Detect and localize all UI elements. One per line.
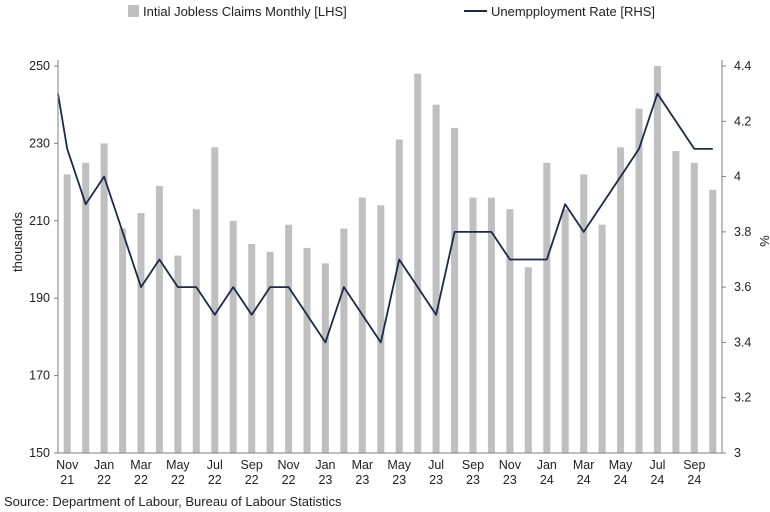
x-tick-label-year: 22 (97, 473, 111, 487)
bar (487, 197, 495, 453)
x-tick-label-month: Jan (94, 458, 114, 472)
x-tick-label-year: 23 (429, 473, 443, 487)
y-left-tick-label: 230 (29, 136, 50, 150)
bar (266, 251, 274, 453)
plot-area: 150 170 190 210 230 250 3 3.2 3.4 3.6 3.8 4 4.2 4.4 No… (29, 59, 751, 487)
bar (709, 189, 717, 454)
y-left-tick-label: 250 (29, 59, 50, 73)
x-tick-label-year: 24 (687, 473, 701, 487)
bar (598, 224, 606, 453)
y-right-tick-label: 3.4 (734, 335, 751, 349)
bar (303, 247, 311, 453)
bar (690, 162, 698, 454)
bar (506, 209, 514, 453)
x-tick-label-month: Jan (537, 458, 557, 472)
x-tick-label-month: Jul (207, 458, 223, 472)
bar (229, 220, 237, 453)
bar (285, 224, 293, 453)
bar (653, 66, 661, 453)
x-tick-label-year: 23 (355, 473, 369, 487)
bar (672, 151, 680, 453)
x-tick-label-month: May (609, 458, 633, 472)
y-axis-left-title: thousands (10, 212, 25, 272)
bar (358, 197, 366, 453)
line-series-unemployment (57, 92, 713, 344)
x-tick-label-month: Jan (315, 458, 335, 472)
bar (561, 209, 569, 453)
legend: Intial Jobless Claims Monthly [LHS] Unem… (128, 4, 655, 19)
y-right-tick-label: 4.2 (734, 114, 751, 128)
bar (635, 108, 643, 453)
x-tick-label-month: Sep (462, 458, 484, 472)
bar (155, 186, 163, 453)
bar (543, 162, 551, 454)
x-tick-label-year: 24 (650, 473, 664, 487)
y-right-tick-label: 3.6 (734, 280, 751, 294)
legend-line-label: Unempployment Rate [RHS] (491, 4, 655, 19)
bar (137, 213, 145, 453)
bar (377, 205, 385, 453)
bar (432, 104, 440, 453)
bar (414, 73, 422, 453)
x-tick-label-year: 22 (208, 473, 222, 487)
bar (174, 255, 182, 453)
x-tick-label-year: 23 (392, 473, 406, 487)
x-tick-label-year: 24 (577, 473, 591, 487)
bar (469, 197, 477, 453)
bar (82, 162, 90, 454)
x-tick-label-year: 24 (540, 473, 554, 487)
y-left-tick-label: 210 (29, 214, 50, 228)
x-tick-label-month: Mar (130, 458, 152, 472)
x-tick-label-year: 22 (171, 473, 185, 487)
x-tick-label-year: 23 (503, 473, 517, 487)
bar (321, 263, 329, 453)
x-tick-label-year: 23 (318, 473, 332, 487)
y-right-tick-label: 3.8 (734, 225, 751, 239)
x-tick-label-month: Nov (499, 458, 522, 472)
y-right-tick-label: 4.4 (734, 59, 751, 73)
y-left-tick-label: 170 (29, 369, 50, 383)
x-tick-label-year: 22 (134, 473, 148, 487)
bar (580, 174, 588, 453)
bar (451, 127, 459, 454)
x-tick-label-year: 21 (60, 473, 74, 487)
x-tick-label-year: 22 (245, 473, 259, 487)
y-right-tick-label: 4 (734, 170, 741, 184)
x-tick-label-year: 23 (466, 473, 480, 487)
bar (192, 209, 200, 453)
x-tick-label-year: 22 (282, 473, 296, 487)
y-right-tick-label: 3.2 (734, 391, 751, 405)
y-axis-right-title: % (757, 235, 770, 247)
bar (63, 174, 71, 453)
x-tick-label-month: Mar (352, 458, 374, 472)
x-tick-label-month: Jul (428, 458, 444, 472)
x-tick-label-month: Jul (649, 458, 665, 472)
bar (340, 228, 348, 453)
x-tick-label-month: Mar (573, 458, 595, 472)
bar (100, 143, 108, 453)
x-tick-label-month: May (387, 458, 411, 472)
legend-bar-swatch (128, 5, 139, 17)
y-left-tick-label: 190 (29, 291, 50, 305)
x-tick-label-month: May (166, 458, 190, 472)
x-tick-label-month: Nov (56, 458, 79, 472)
bar (211, 147, 219, 454)
bar (395, 139, 403, 453)
y-left-tick-label: 150 (29, 446, 50, 460)
x-tick-label-year: 24 (614, 473, 628, 487)
y-right-tick-label: 3 (734, 446, 741, 460)
legend-bar-label: Intial Jobless Claims Monthly [LHS] (143, 4, 347, 19)
source-note: Source: Department of Labour, Bureau of … (4, 494, 342, 509)
bar (119, 228, 127, 453)
bar (617, 147, 625, 454)
x-tick-label-month: Sep (241, 458, 263, 472)
x-tick-label-month: Sep (683, 458, 705, 472)
bar (248, 244, 256, 453)
bar (524, 267, 532, 453)
x-tick-label-month: Nov (277, 458, 300, 472)
